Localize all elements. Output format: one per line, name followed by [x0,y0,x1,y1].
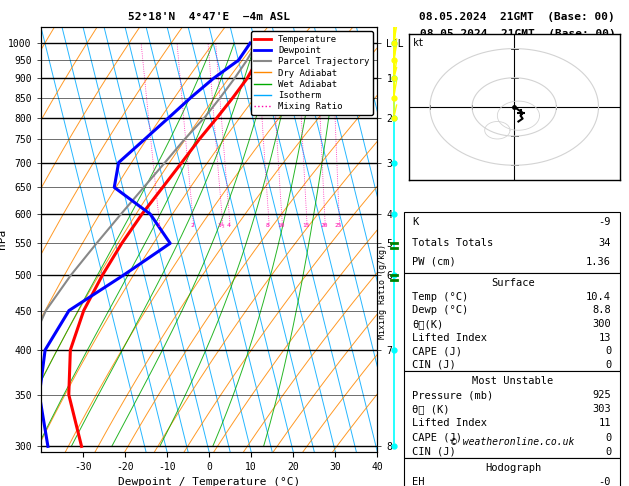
Text: 0: 0 [605,346,611,356]
Text: 2: 2 [191,223,194,228]
Text: 08.05.2024  21GMT  (Base: 00): 08.05.2024 21GMT (Base: 00) [420,29,615,39]
Text: 52°18'N  4°47'E  −4m ASL: 52°18'N 4°47'E −4m ASL [128,12,290,22]
Text: θᴇ(K): θᴇ(K) [413,319,443,329]
Bar [404,273,620,371]
Text: 1: 1 [157,223,160,228]
Text: Lifted Index: Lifted Index [413,418,487,429]
Text: 11: 11 [599,418,611,429]
Y-axis label: km
ASL: km ASL [406,230,427,248]
Text: 10.4: 10.4 [586,292,611,302]
Text: EH: EH [413,477,425,486]
Text: Dewp (°C): Dewp (°C) [413,305,469,315]
Text: Pressure (mb): Pressure (mb) [413,390,494,400]
Y-axis label: hPa: hPa [0,229,7,249]
Text: 20: 20 [320,223,328,228]
X-axis label: Dewpoint / Temperature (°C): Dewpoint / Temperature (°C) [118,477,300,486]
Bar [404,458,620,486]
Text: 8: 8 [266,223,270,228]
Text: PW (cm): PW (cm) [413,257,456,267]
Bar [404,212,620,273]
Text: 0: 0 [605,447,611,456]
Text: Temp (°C): Temp (°C) [413,292,469,302]
Text: Lifted Index: Lifted Index [413,332,487,343]
Text: 925: 925 [593,390,611,400]
Text: Hodograph: Hodograph [485,463,541,473]
Bar [404,371,620,458]
Text: Mixing Ratio (g/kg): Mixing Ratio (g/kg) [378,244,387,339]
Text: -0: -0 [599,477,611,486]
Text: -9: -9 [599,217,611,227]
Text: CAPE (J): CAPE (J) [413,346,462,356]
Text: CIN (J): CIN (J) [413,447,456,456]
Text: © weatheronline.co.uk: © weatheronline.co.uk [451,437,575,447]
Text: 10: 10 [277,223,285,228]
Text: Totals Totals: Totals Totals [413,238,494,248]
Text: 08.05.2024  21GMT  (Base: 00): 08.05.2024 21GMT (Base: 00) [419,12,615,22]
Text: kt: kt [413,38,425,49]
Text: CIN (J): CIN (J) [413,360,456,370]
Text: 15: 15 [302,223,309,228]
Text: 34: 34 [599,238,611,248]
Text: Surface: Surface [491,278,535,288]
Text: 0: 0 [605,433,611,443]
Text: 25: 25 [335,223,342,228]
Text: θᴇ (K): θᴇ (K) [413,404,450,415]
Text: 3½: 3½ [218,223,225,228]
Text: CAPE (J): CAPE (J) [413,433,462,443]
Text: Most Unstable: Most Unstable [472,376,554,385]
Legend: Temperature, Dewpoint, Parcel Trajectory, Dry Adiabat, Wet Adiabat, Isotherm, Mi: Temperature, Dewpoint, Parcel Trajectory… [251,31,373,115]
Text: 4: 4 [227,223,231,228]
Text: 0: 0 [605,360,611,370]
Text: 303: 303 [593,404,611,415]
Text: 8.8: 8.8 [593,305,611,315]
Text: 13: 13 [599,332,611,343]
Text: 1.36: 1.36 [586,257,611,267]
Text: 300: 300 [593,319,611,329]
Text: K: K [413,217,419,227]
